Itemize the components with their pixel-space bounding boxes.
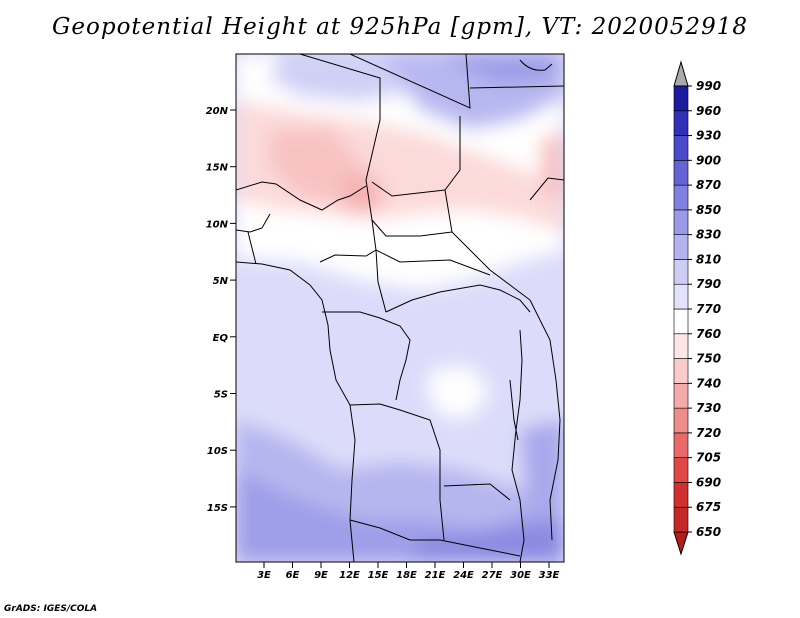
colorbar-segment bbox=[673, 308, 689, 335]
colorbar-level-label: 705 bbox=[696, 451, 721, 465]
colorbar-segment bbox=[673, 432, 689, 458]
colorbar-segment bbox=[673, 407, 689, 434]
geopotential-field bbox=[236, 54, 564, 562]
lon-tick-label: 24E bbox=[453, 570, 474, 581]
colorbar-segment bbox=[673, 110, 689, 136]
lat-tick-label: 15S bbox=[207, 503, 228, 514]
colorbar-segment bbox=[673, 259, 689, 285]
colorbar-level-label: 740 bbox=[696, 376, 721, 390]
lon-tick-label: 30E bbox=[510, 570, 531, 581]
lat-tick-label: 15N bbox=[206, 163, 229, 174]
latitude-axis: 20N 15N 10N 5N EQ 5S 10S 15S bbox=[206, 106, 236, 514]
lon-tick-label: 33E bbox=[539, 570, 560, 581]
colorbar-level-label: 750 bbox=[696, 352, 721, 366]
colorbar-segment bbox=[673, 358, 689, 384]
lat-tick-label: 10N bbox=[206, 219, 229, 230]
colorbar-segment bbox=[673, 457, 689, 483]
colorbar-level-label: 990 bbox=[696, 79, 721, 93]
lat-tick-label: 20N bbox=[206, 106, 229, 117]
map-frame bbox=[235, 53, 565, 563]
lon-tick-label: 9E bbox=[314, 570, 328, 581]
colorbar-segment bbox=[673, 506, 689, 533]
colorbar-level-label: 900 bbox=[696, 153, 721, 167]
lon-tick-label: 15E bbox=[368, 570, 389, 581]
colorbar-level-label: 790 bbox=[696, 277, 721, 291]
colorbar-level-label: 830 bbox=[696, 228, 721, 242]
lat-tick-label: 5N bbox=[213, 276, 229, 287]
page-title: Geopotential Height at 925hPa [gpm], VT:… bbox=[52, 14, 748, 40]
lat-tick-label: 5S bbox=[214, 390, 228, 401]
colorbar-level-label: 690 bbox=[696, 475, 721, 489]
lat-tick-label: EQ bbox=[213, 333, 229, 344]
colorbar-segment bbox=[673, 184, 689, 211]
colorbar-segment bbox=[673, 482, 689, 508]
colorbar: 650 675 690 705 720 730 740 750 760 770 790 810 830 8… bbox=[673, 60, 721, 556]
longitude-axis: 3E 6E 9E 12E 15E 18E 21E 24E 27E 30E 33E bbox=[257, 562, 560, 581]
colorbar-segment bbox=[673, 160, 689, 186]
colorbar-level-label: 760 bbox=[696, 327, 721, 341]
colorbar-segment bbox=[673, 209, 689, 235]
colorbar-level-label: 770 bbox=[696, 302, 721, 316]
lon-tick-label: 6E bbox=[286, 570, 300, 581]
colorbar-segment bbox=[673, 85, 689, 112]
lon-tick-label: 3E bbox=[257, 570, 271, 581]
colorbar-segment bbox=[673, 234, 689, 260]
colorbar-level-label: 675 bbox=[696, 500, 721, 514]
lon-tick-label: 21E bbox=[425, 570, 446, 581]
lon-tick-label: 18E bbox=[396, 570, 417, 581]
colorbar-level-label: 960 bbox=[696, 104, 721, 118]
colorbar-level-label: 730 bbox=[696, 401, 721, 415]
colorbar-level-label: 810 bbox=[696, 252, 721, 266]
colorbar-level-label: 720 bbox=[696, 426, 721, 440]
colorbar-level-label: 650 bbox=[696, 525, 721, 539]
colorbar-level-label: 850 bbox=[696, 203, 721, 217]
colorbar-max-arrow bbox=[673, 60, 689, 87]
colorbar-min-arrow bbox=[673, 531, 689, 556]
colorbar-segment bbox=[673, 135, 689, 161]
credit-label: GrADS: IGES/COLA bbox=[4, 604, 98, 614]
lon-tick-label: 27E bbox=[482, 570, 503, 581]
colorbar-level-label: 870 bbox=[696, 178, 721, 192]
colorbar-segment bbox=[673, 333, 689, 359]
colorbar-segment bbox=[673, 283, 689, 310]
colorbar-segment bbox=[673, 383, 689, 409]
colorbar-level-label: 930 bbox=[696, 129, 721, 143]
lon-tick-label: 12E bbox=[339, 570, 360, 581]
lat-tick-label: 10S bbox=[207, 446, 228, 457]
